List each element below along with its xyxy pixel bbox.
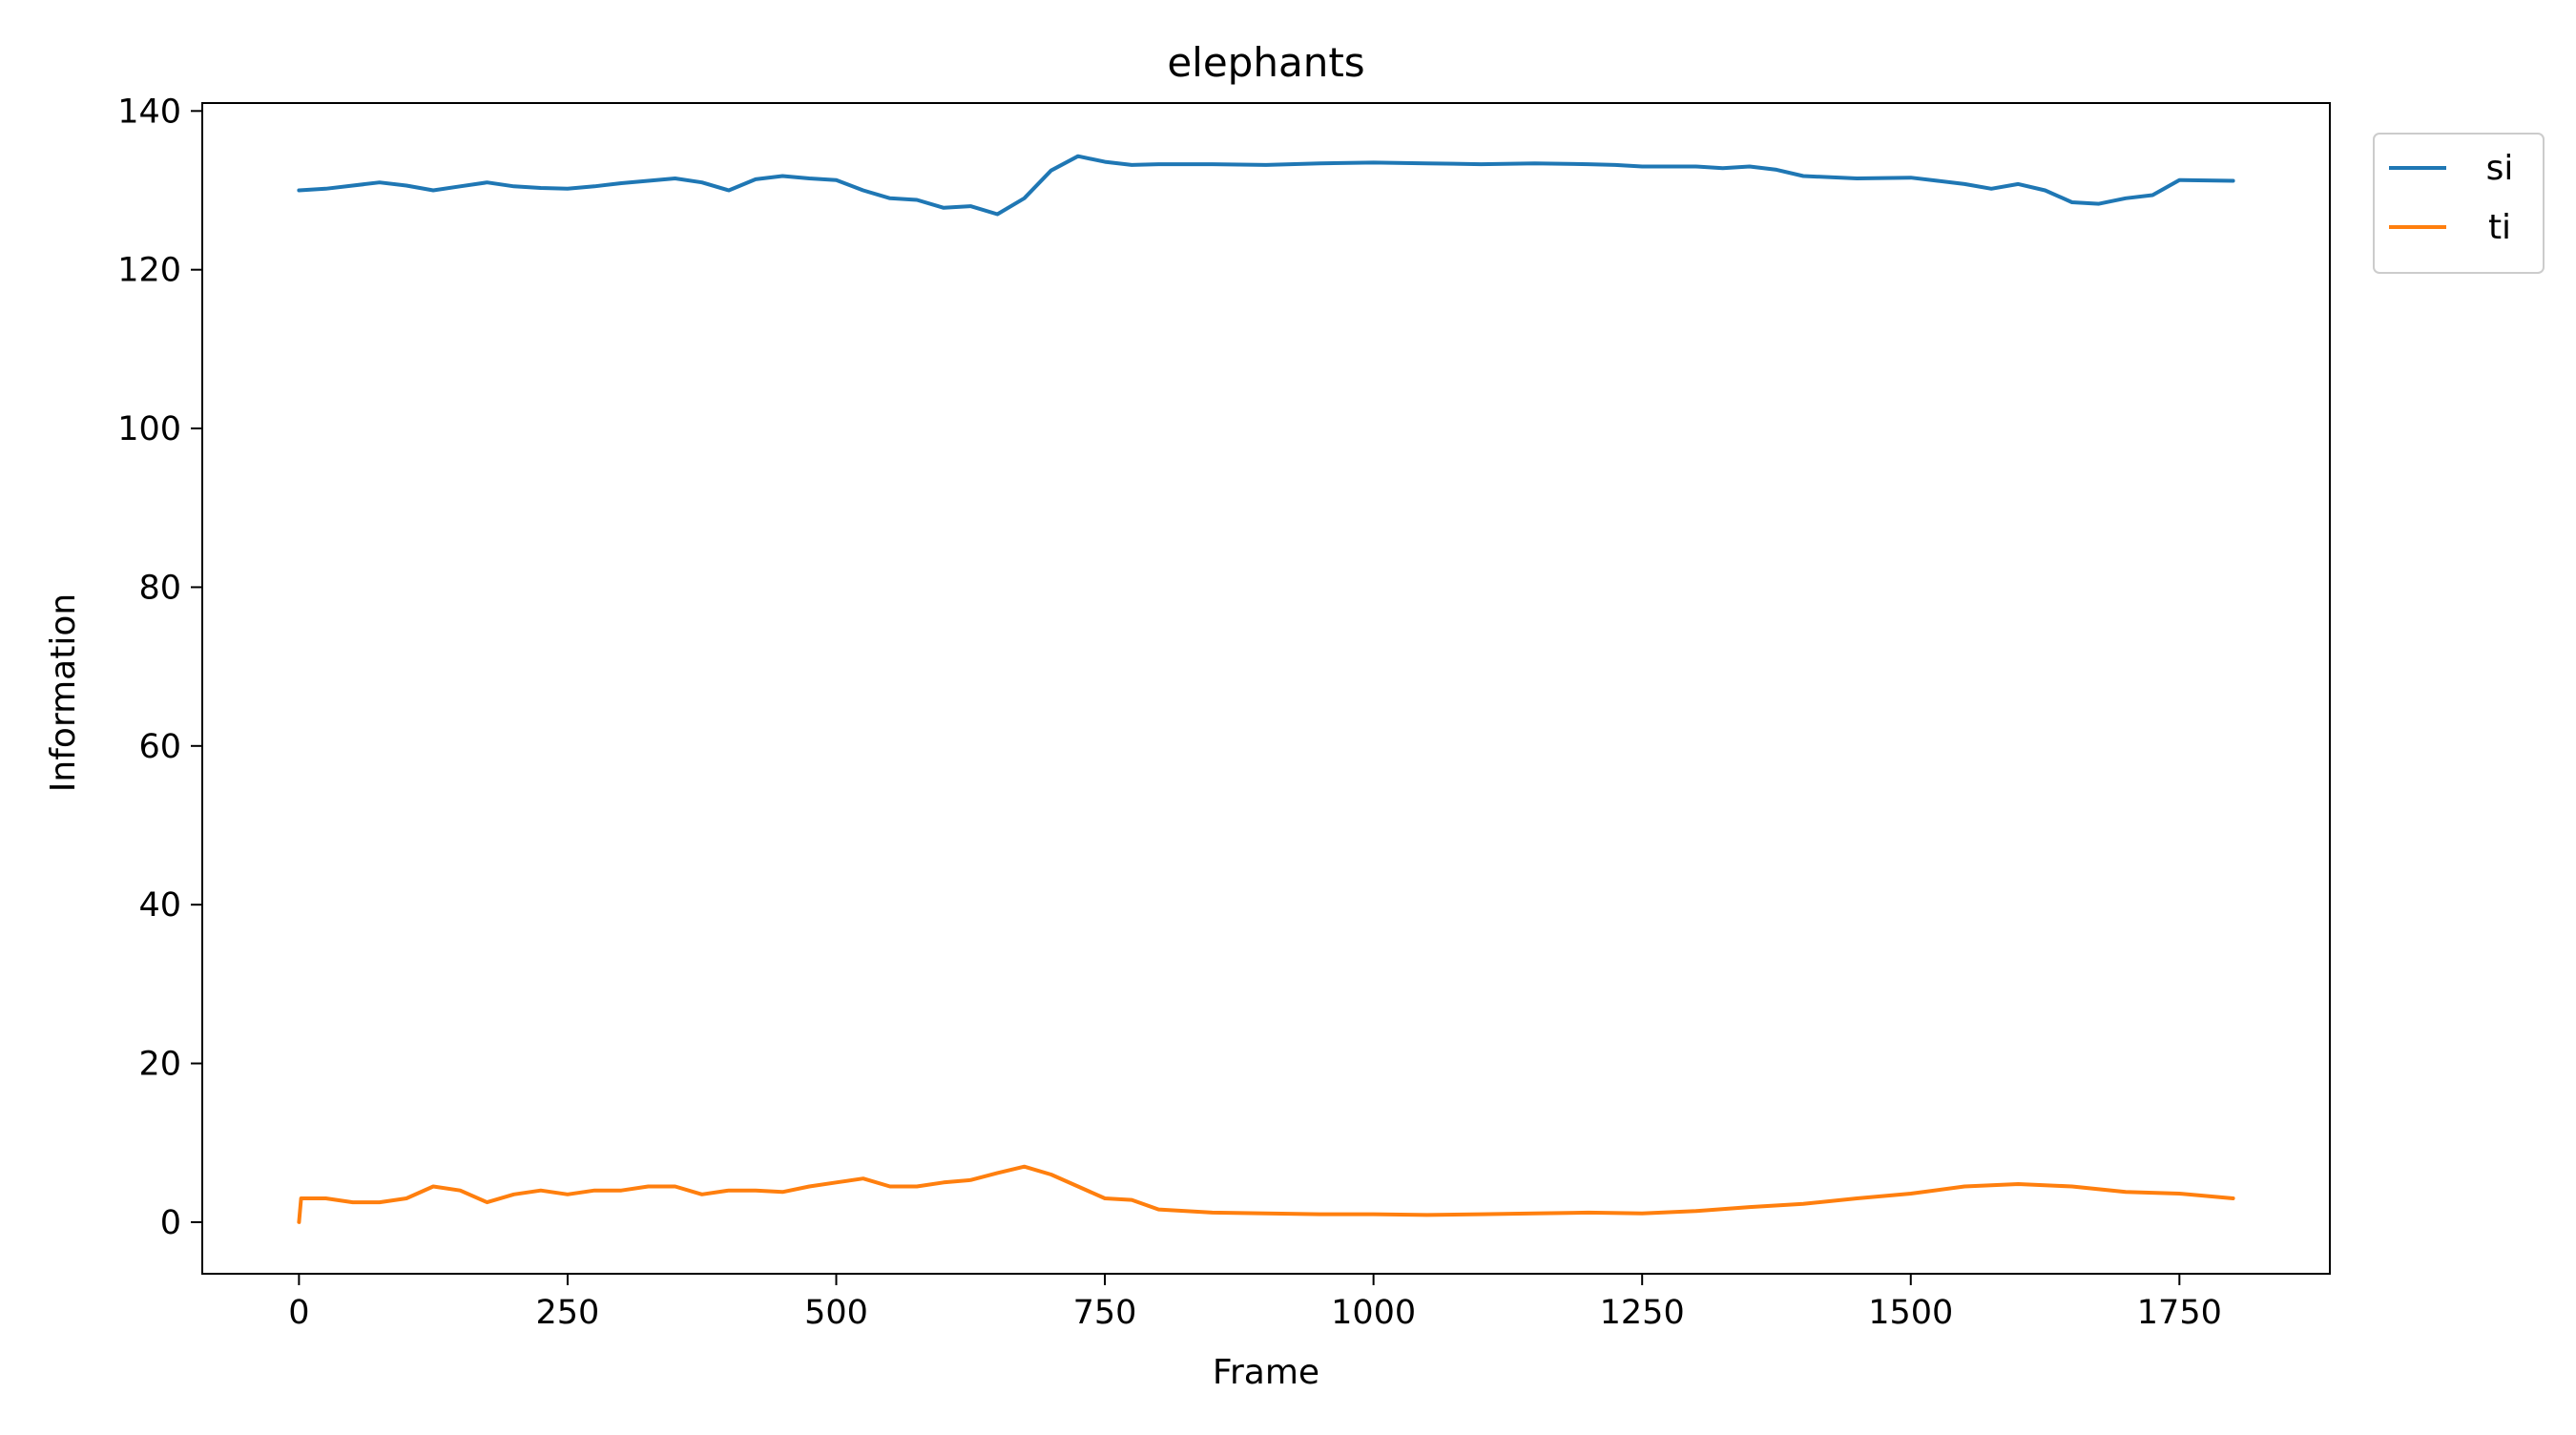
y-axis-label: Information	[44, 593, 83, 792]
plot-frame	[201, 102, 2331, 1275]
series-layer	[297, 154, 2235, 1224]
x-tick-label: 1750	[2137, 1294, 2222, 1332]
legend-label-si: si	[2486, 149, 2514, 188]
x-tick-label: 1250	[1600, 1294, 1685, 1332]
y-tick-label: 120	[117, 252, 181, 290]
legend: si ti	[2373, 133, 2545, 274]
y-tick-label: 20	[138, 1046, 181, 1084]
y-tick-label: 100	[117, 410, 181, 448]
legend-frame	[2373, 133, 2545, 274]
axes-layer: 0 250 500 750 1000 1250 1500 1750 0 20 40 60 80 100 12…	[117, 93, 2331, 1332]
series-line-si	[297, 154, 2235, 217]
y-tick-label: 140	[117, 93, 181, 131]
x-axis-label: Frame	[1213, 1353, 1319, 1392]
y-tick-label: 80	[138, 569, 181, 607]
y-tick-label: 40	[138, 886, 181, 925]
x-tick-label: 250	[536, 1294, 600, 1332]
y-tick-label: 0	[160, 1204, 181, 1242]
x-tick-label: 1000	[1331, 1294, 1416, 1332]
x-tick-label: 500	[804, 1294, 868, 1332]
y-tick-label: 60	[138, 728, 181, 766]
legend-label-ti: ti	[2488, 208, 2511, 247]
chart-title: elephants	[1167, 39, 1364, 86]
x-tick-label: 1500	[1868, 1294, 1953, 1332]
series-line-ti	[297, 1164, 2235, 1224]
x-tick-label: 750	[1073, 1294, 1137, 1332]
x-tick-label: 0	[288, 1294, 309, 1332]
